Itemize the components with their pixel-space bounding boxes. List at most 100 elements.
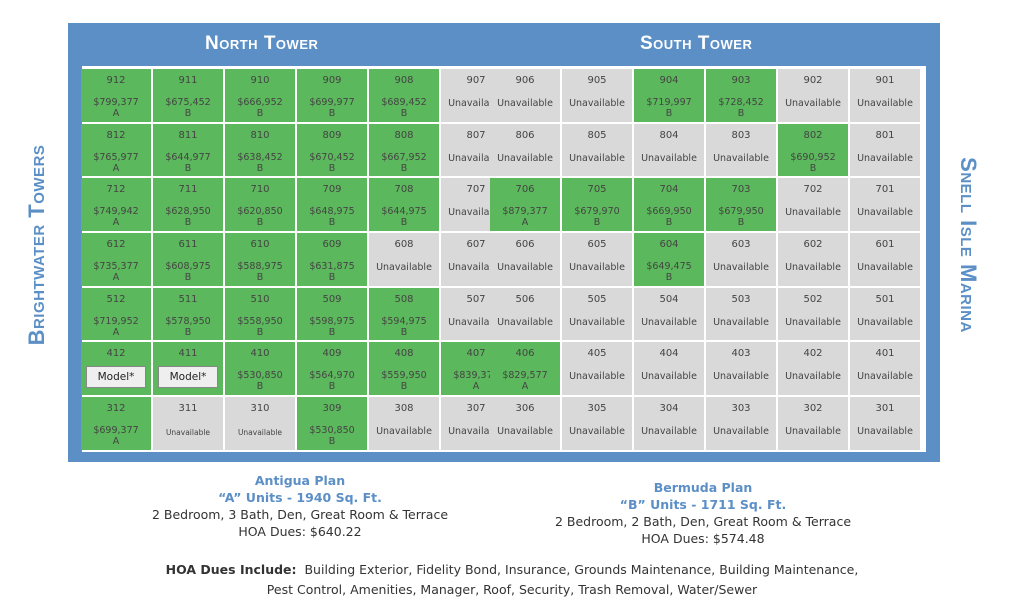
unit-cell-708: 708 $644,975 B xyxy=(369,178,439,232)
legend-b-units: “B” Units - 1711 Sq. Ft. xyxy=(619,497,787,512)
unit-plan: B xyxy=(328,272,336,284)
unit-cell-908: 908 $689,452 B xyxy=(369,69,439,122)
unit-number: 502 xyxy=(803,293,823,305)
unit-number: 506 xyxy=(515,293,535,305)
unit-number: 607 xyxy=(466,239,486,251)
unit-cell-609: 609 $631,875 B xyxy=(297,233,367,286)
unit-number: 510 xyxy=(250,293,270,305)
unit-cell-302: 302 Unavailable xyxy=(778,397,848,450)
unit-plan: A xyxy=(521,381,529,393)
unit-number: 801 xyxy=(875,129,895,141)
unit-number: 910 xyxy=(250,75,270,86)
unavailable-label: Unavailable xyxy=(569,426,625,438)
unit-price: $699,977 xyxy=(309,97,355,108)
unit-cell-808: 808 $667,952 B xyxy=(369,123,439,177)
unit-number: 403 xyxy=(731,348,751,360)
unit-cell-405: 405 Unavailable xyxy=(562,342,632,396)
legend-antigua: Antigua Plan “A” Units - 1940 Sq. Ft. 2 … xyxy=(100,472,500,540)
unit-price: $644,977 xyxy=(165,151,211,163)
unit-cell-811: 811 $644,977 B xyxy=(153,123,223,177)
unit-number: 406 xyxy=(515,348,535,360)
unavailable-label: Unavailable xyxy=(785,426,841,438)
unit-price: $578,950 xyxy=(165,315,211,327)
unavailable-label: Unavailable xyxy=(497,152,553,164)
unit-number: 904 xyxy=(659,75,679,86)
unit-price: $638,452 xyxy=(237,151,283,163)
unit-cell-611: 611 $608,975 B xyxy=(153,233,223,286)
unavailable-label: Unavailable xyxy=(857,152,913,164)
unit-cell-502: 502 Unavailable xyxy=(778,287,848,341)
unit-plan: B xyxy=(184,272,192,284)
unit-plan: B xyxy=(256,326,264,338)
unit-cell-509: 509 $598,975 B xyxy=(297,287,367,341)
unit-plan: B xyxy=(328,217,336,229)
unit-cell-406: 406 $829,577 A xyxy=(490,342,560,396)
unit-number: 312 xyxy=(106,403,126,415)
unit-number: 505 xyxy=(587,293,607,305)
unavailable-label: Unavailable xyxy=(569,371,625,383)
unit-number: 309 xyxy=(322,403,342,415)
unit-number: 310 xyxy=(250,403,270,415)
unit-price: $679,950 xyxy=(718,206,764,218)
unit-cell-503: 503 Unavailable xyxy=(706,287,776,341)
unavailable-label: Unavailable xyxy=(713,316,769,328)
unit-number: 712 xyxy=(106,184,126,196)
unavailable-label: Unavailable xyxy=(641,426,697,438)
unit-number: 602 xyxy=(803,239,823,251)
unit-number: 512 xyxy=(106,293,126,305)
unit-number: 301 xyxy=(875,403,895,415)
unavailable-label: Unavailable xyxy=(376,262,432,274)
unit-price: $679,970 xyxy=(574,206,620,218)
unavailable-label: Unavailable xyxy=(713,426,769,438)
unit-number: 508 xyxy=(394,293,414,305)
unit-cell-306: 306 Unavailable xyxy=(490,397,560,450)
unit-number: 810 xyxy=(250,129,270,141)
unit-number: 703 xyxy=(731,184,751,196)
unit-cell-604: 604 $649,475 B xyxy=(634,233,704,286)
unit-number: 404 xyxy=(659,348,679,360)
unit-plan: B xyxy=(593,217,601,229)
unit-number: 311 xyxy=(178,403,198,415)
unit-number: 803 xyxy=(731,129,751,141)
unit-cell-812: 812 $765,977 A xyxy=(81,123,151,177)
unit-plan: B xyxy=(184,162,192,174)
unit-cell-706: 706 $879,377 A xyxy=(490,178,560,232)
unit-cell-802: 802 $690,952 B xyxy=(778,123,848,177)
unit-plan: B xyxy=(328,381,336,393)
unit-cell-603: 603 Unavailable xyxy=(706,233,776,286)
unit-cell-602: 602 Unavailable xyxy=(778,233,848,286)
unit-price: $699,377 xyxy=(93,425,139,437)
unit-price: $719,952 xyxy=(93,315,139,327)
unit-number: 304 xyxy=(659,403,679,415)
unit-cell-804: 804 Unavailable xyxy=(634,123,704,177)
unit-number: 503 xyxy=(731,293,751,305)
unit-price: $689,452 xyxy=(381,97,427,108)
unit-cell-703: 703 $679,950 B xyxy=(706,178,776,232)
unavailable-label: Unavailable xyxy=(376,426,432,438)
model-unit-label: Model* xyxy=(158,366,218,389)
unit-number: 812 xyxy=(106,129,126,141)
unit-cell-610: 610 $588,975 B xyxy=(225,233,295,286)
unit-price: $829,577 xyxy=(502,370,548,382)
unit-number: 409 xyxy=(322,348,342,360)
unavailable-label: Unavailable xyxy=(641,316,697,328)
unit-number: 907 xyxy=(466,75,486,86)
unit-number: 811 xyxy=(178,129,198,141)
unit-price: $670,452 xyxy=(309,151,355,163)
unit-cell-305: 305 Unavailable xyxy=(562,397,632,450)
unit-cell-809: 809 $670,452 B xyxy=(297,123,367,177)
unavailable-label: Unavailable xyxy=(448,152,504,164)
unit-plan: B xyxy=(184,326,192,338)
unit-number: 302 xyxy=(803,403,823,415)
unit-cell-505: 505 Unavailable xyxy=(562,287,632,341)
unit-number: 804 xyxy=(659,129,679,141)
unit-number: 809 xyxy=(322,129,342,141)
model-unit-label: Model* xyxy=(86,366,146,389)
unavailable-label: Unavailable xyxy=(641,371,697,383)
legend-b-hoa: HOA Dues: $574.48 xyxy=(641,531,765,546)
unit-price: $598,975 xyxy=(309,315,355,327)
unit-price: $669,950 xyxy=(646,206,692,218)
unit-number: 507 xyxy=(466,293,486,305)
unit-cell-510: 510 $558,950 B xyxy=(225,287,295,341)
unit-price: $749,942 xyxy=(93,206,139,218)
